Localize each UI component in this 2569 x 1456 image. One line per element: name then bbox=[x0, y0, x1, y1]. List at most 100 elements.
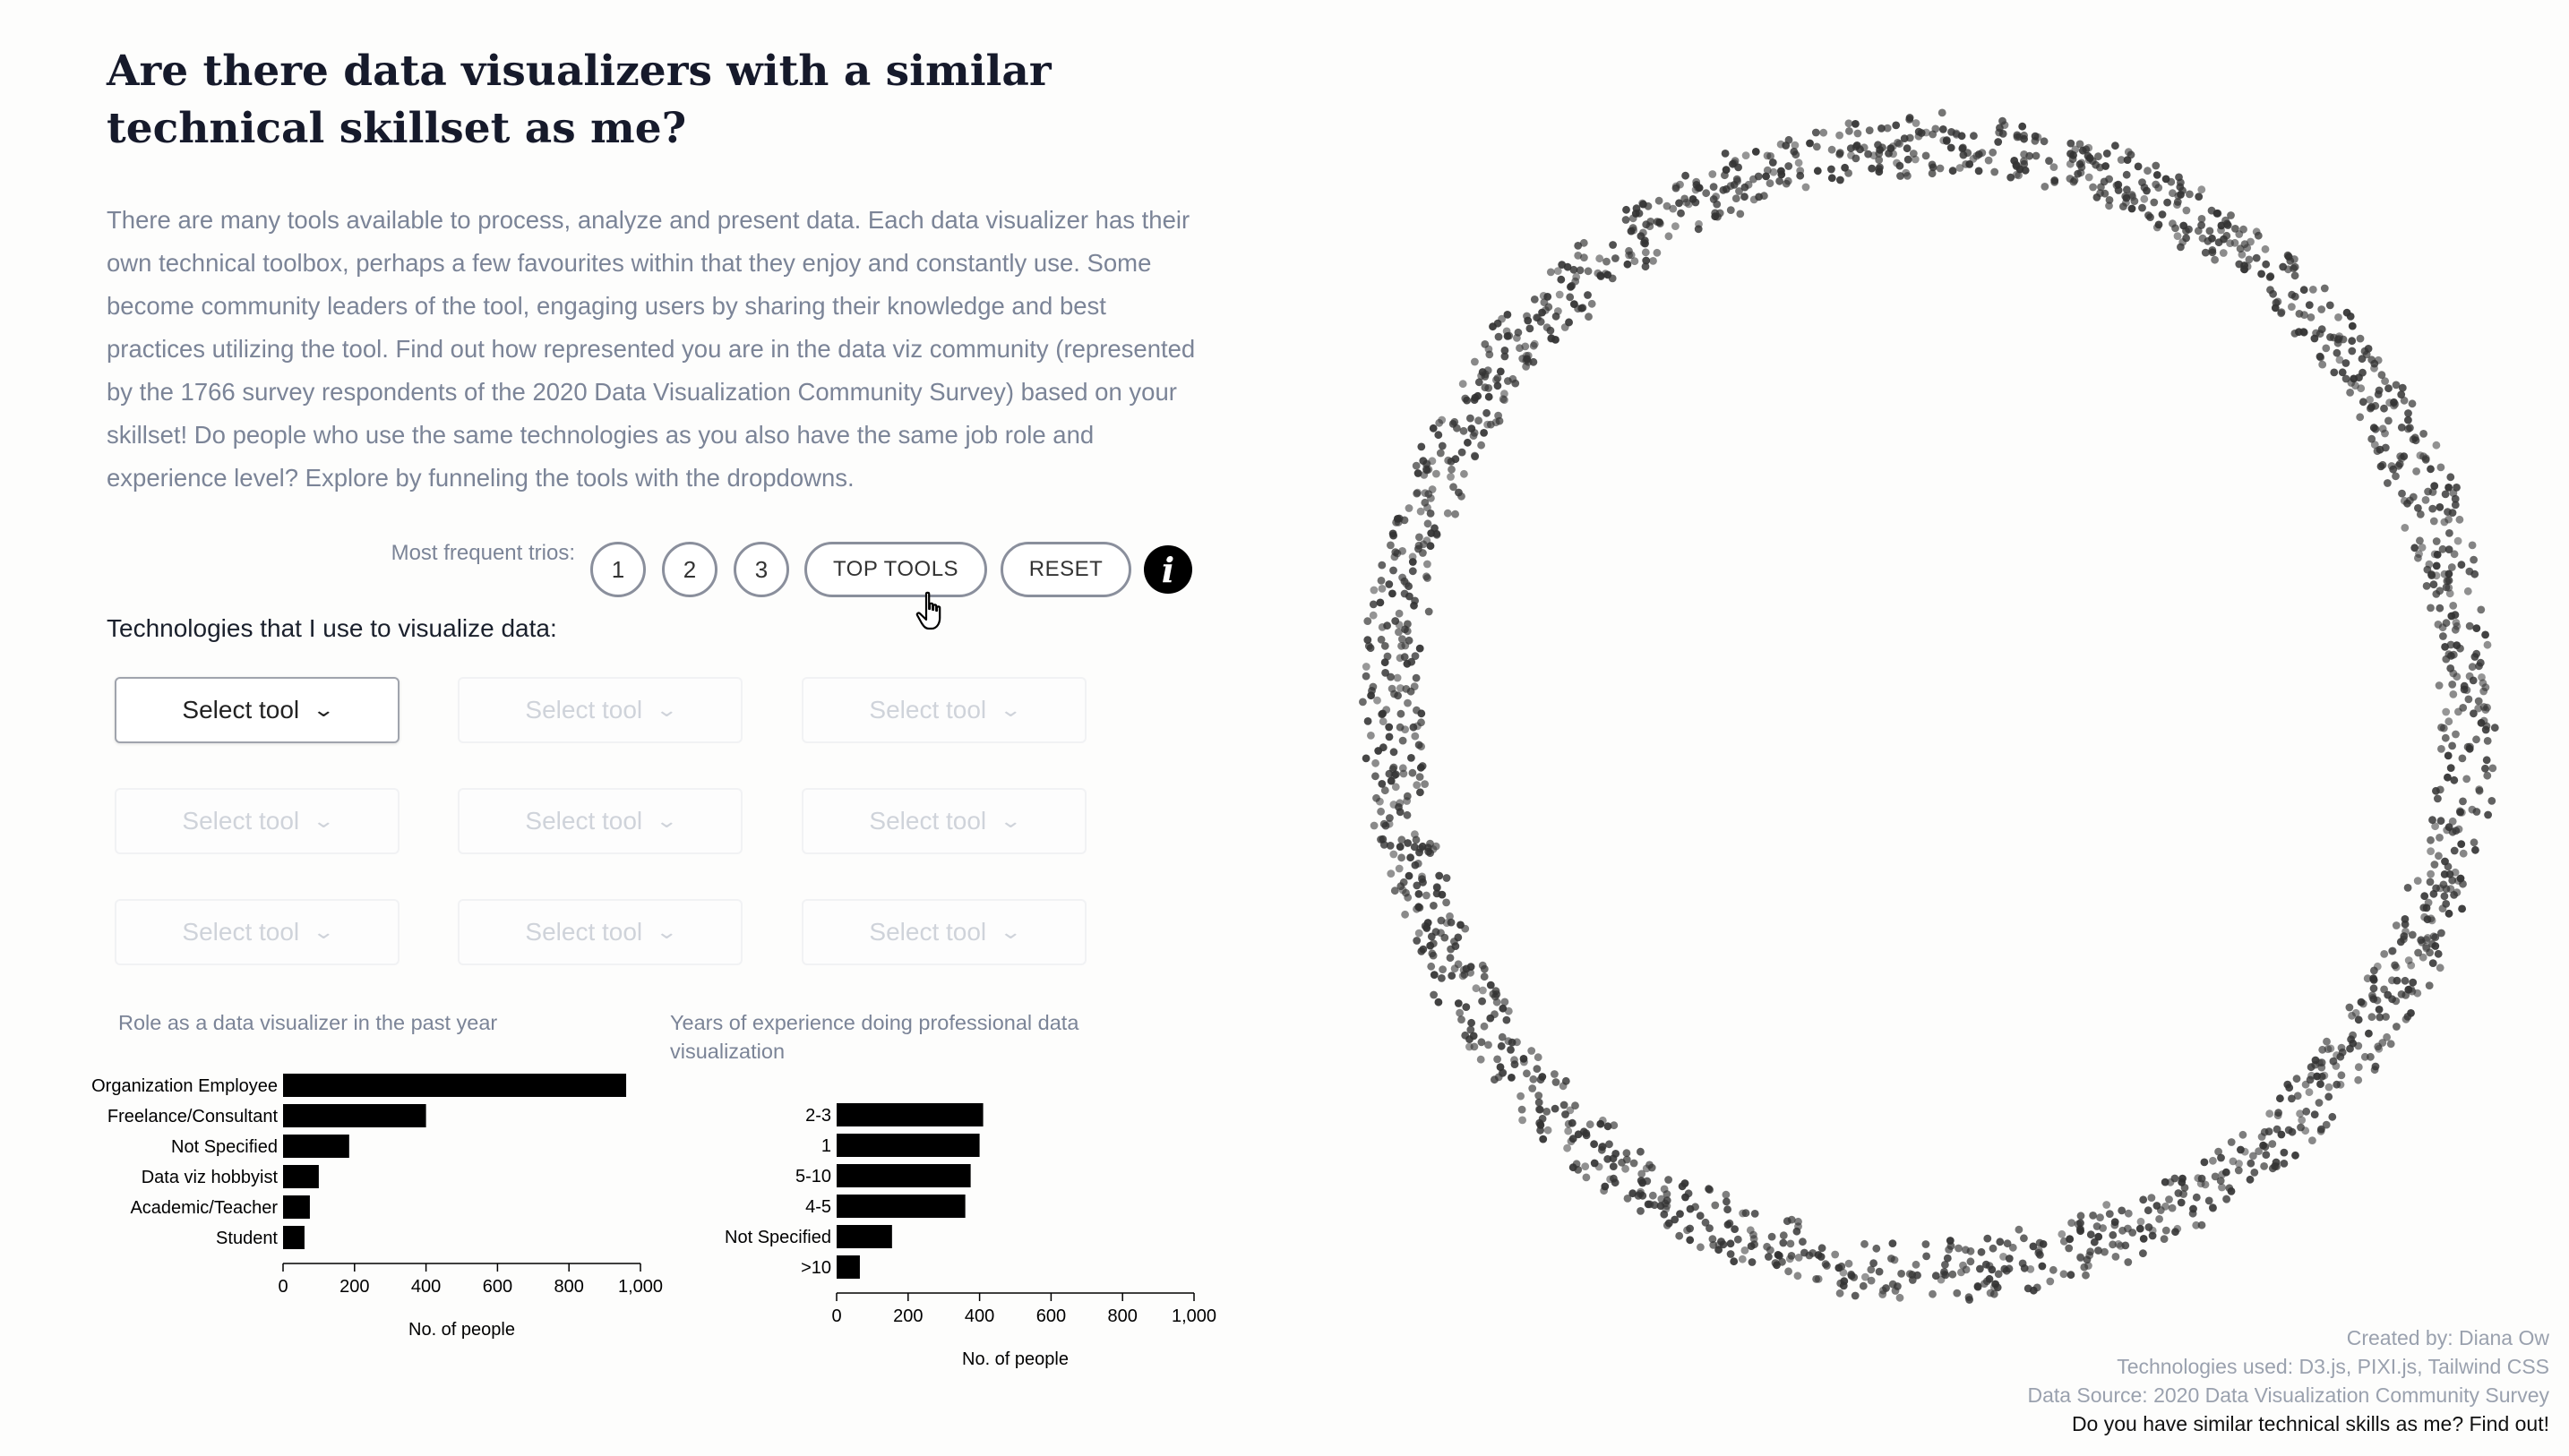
respondent-point bbox=[1430, 990, 1438, 999]
respondent-point bbox=[2135, 1224, 2144, 1233]
respondent-point bbox=[1697, 1243, 1705, 1252]
respondent-point bbox=[1469, 432, 1478, 440]
respondent-point bbox=[2439, 880, 2448, 889]
respondent-point bbox=[2124, 1209, 2133, 1218]
respondent-point bbox=[1395, 864, 1404, 873]
respondent-point bbox=[1827, 145, 1836, 154]
respondent-point bbox=[2094, 1246, 2102, 1255]
respondent-point bbox=[2355, 373, 2363, 381]
respondent-point bbox=[2166, 1178, 2175, 1186]
respondent-point bbox=[1408, 768, 1417, 777]
reset-button[interactable]: RESET bbox=[1001, 542, 1131, 597]
respondent-point bbox=[1429, 424, 1438, 433]
tool-select-label: Select tool bbox=[182, 696, 300, 724]
respondent-point bbox=[2437, 929, 2445, 938]
respondent-point bbox=[1623, 260, 1632, 269]
respondent-point bbox=[2434, 621, 2443, 629]
bar bbox=[283, 1165, 319, 1188]
respondent-point bbox=[1972, 151, 1981, 160]
respondent-point bbox=[1709, 1241, 1718, 1249]
respondent-point bbox=[1507, 1046, 1515, 1054]
respondent-point bbox=[2470, 838, 2479, 847]
respondent-point bbox=[2398, 489, 2406, 498]
respondent-point bbox=[2231, 225, 2239, 233]
respondent-point bbox=[2421, 496, 2430, 504]
respondent-point bbox=[1886, 144, 1895, 152]
respondent-point bbox=[2076, 1254, 2085, 1263]
respondent-point bbox=[2463, 587, 2472, 595]
respondent-point bbox=[1476, 1055, 1485, 1064]
respondent-point bbox=[1387, 869, 1396, 878]
trio-2-button[interactable]: 2 bbox=[662, 542, 717, 597]
respondent-point bbox=[2105, 1210, 2114, 1218]
respondent-point bbox=[1464, 438, 1472, 447]
tool-select-1[interactable]: Select tool ⌄ bbox=[115, 677, 400, 743]
respondent-point bbox=[1415, 644, 1424, 653]
respondent-point bbox=[2111, 141, 2119, 150]
respondent-point bbox=[2211, 1172, 2220, 1181]
respondent-point bbox=[1412, 673, 1421, 682]
respondent-point bbox=[1564, 1119, 1573, 1128]
respondent-point bbox=[2084, 1262, 2092, 1270]
respondent-point bbox=[2472, 735, 2480, 744]
respondent-point bbox=[1869, 1259, 1877, 1268]
respondent-point bbox=[1454, 933, 1463, 942]
respondent-point bbox=[2147, 1194, 2156, 1202]
respondent-point bbox=[1621, 1164, 1629, 1173]
respondent-point bbox=[1471, 451, 1479, 460]
respondent-point bbox=[2333, 348, 2341, 357]
respondent-point bbox=[2458, 809, 2466, 817]
respondent-point bbox=[1396, 808, 1405, 817]
respondent-point bbox=[2204, 236, 2212, 245]
respondent-point bbox=[1518, 1116, 1526, 1125]
info-icon[interactable]: i bbox=[1144, 545, 1192, 594]
respondent-point bbox=[1486, 1014, 1495, 1023]
respondent-point bbox=[1905, 133, 1914, 142]
respondent-point bbox=[2266, 286, 2274, 295]
respondent-point bbox=[1421, 780, 1429, 788]
respondent-point bbox=[1860, 1239, 1869, 1248]
respondent-point bbox=[2041, 183, 2049, 191]
respondent-point bbox=[2029, 1242, 2038, 1251]
respondent-point bbox=[1385, 819, 1394, 828]
respondent-point bbox=[2428, 959, 2437, 967]
x-tick-label: 200 bbox=[893, 1306, 923, 1326]
respondent-point bbox=[1430, 902, 1438, 910]
respondent-point bbox=[1522, 363, 1530, 371]
trio-1-button[interactable]: 1 bbox=[590, 542, 646, 597]
respondent-point bbox=[2490, 724, 2499, 732]
respondent-point bbox=[1669, 204, 1678, 213]
respondent-point bbox=[2370, 441, 2379, 449]
trio-3-button[interactable]: 3 bbox=[734, 542, 789, 597]
respondent-point bbox=[1398, 886, 1407, 895]
respondent-point bbox=[1407, 754, 1415, 762]
respondent-point bbox=[2365, 1029, 2373, 1038]
respondent-point bbox=[2435, 852, 2443, 861]
respondent-point bbox=[1385, 732, 1394, 741]
respondent-point bbox=[2315, 1099, 2324, 1107]
top-tools-button[interactable]: TOP TOOLS bbox=[804, 542, 987, 597]
respondent-point bbox=[1546, 268, 1555, 277]
respondent-point bbox=[2390, 398, 2398, 407]
respondent-point bbox=[2383, 1032, 2391, 1041]
respondent-point bbox=[1831, 1250, 1840, 1259]
respondent-point bbox=[2375, 386, 2384, 395]
respondent-point bbox=[1799, 1238, 1807, 1246]
respondent-point bbox=[2406, 424, 2414, 433]
respondent-point bbox=[2427, 916, 2436, 925]
respondent-point bbox=[2312, 329, 2320, 338]
respondent-point bbox=[1411, 732, 1420, 741]
respondent-point bbox=[1611, 1150, 1620, 1158]
respondent-point bbox=[1387, 776, 1396, 785]
respondent-point bbox=[1748, 1258, 1757, 1266]
respondent-point bbox=[2260, 1162, 2268, 1170]
respondent-point bbox=[1415, 533, 1423, 542]
respondent-point bbox=[1386, 814, 1394, 822]
respondent-point bbox=[2089, 183, 2097, 192]
respondent-point bbox=[1642, 256, 1651, 265]
respondent-point bbox=[2440, 870, 2449, 878]
respondent-point bbox=[2431, 933, 2440, 941]
respondent-point bbox=[1909, 150, 1918, 158]
respondent-point bbox=[1405, 582, 1413, 591]
respondent-point bbox=[2428, 939, 2436, 948]
